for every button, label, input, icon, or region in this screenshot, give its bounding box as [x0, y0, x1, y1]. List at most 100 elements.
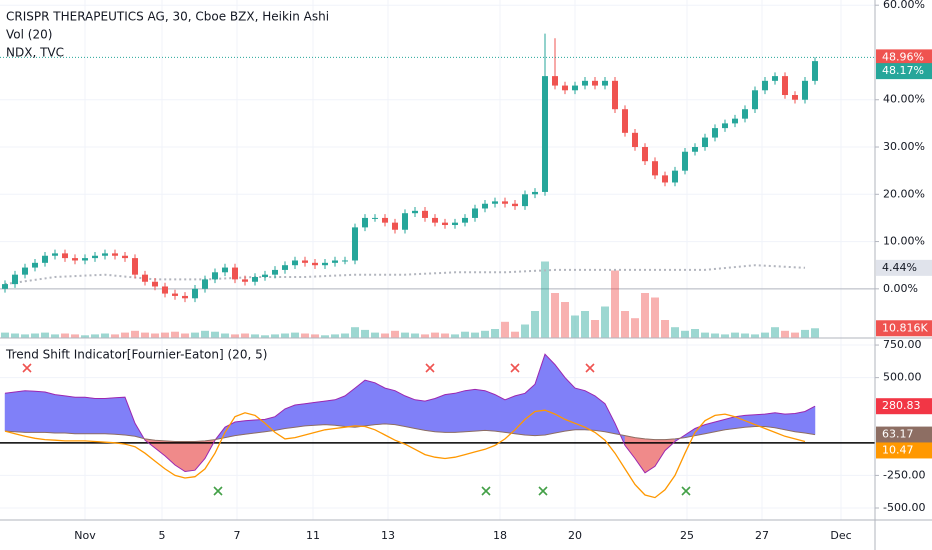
candle-body [482, 203, 488, 209]
volume-bar [811, 328, 819, 338]
volume-bar [191, 332, 199, 338]
x-tick-label: 18 [493, 529, 507, 542]
volume-bar [371, 332, 379, 338]
signal-cross [681, 486, 691, 496]
volume-bar [121, 332, 129, 338]
volume-bar [641, 293, 649, 338]
candle-body [302, 260, 308, 263]
volume-bar [321, 335, 329, 338]
candle-body [572, 85, 578, 91]
volume-bar [61, 333, 69, 338]
candle-body [412, 210, 418, 214]
candle-body [2, 284, 8, 289]
trend-fill [504, 395, 516, 434]
candle-body [312, 262, 318, 266]
trend-fill [14, 390, 26, 433]
volume-bar [221, 333, 229, 338]
volume-bar [231, 334, 239, 338]
trend-fill [464, 389, 476, 432]
candle-body [642, 147, 648, 162]
volume-bar [651, 297, 659, 338]
signal-cross [481, 486, 491, 496]
volume-bar [591, 320, 599, 338]
trend-fill [404, 395, 416, 429]
volume-bar [241, 333, 249, 338]
trend-fill [414, 399, 426, 431]
candle-body [182, 295, 188, 299]
trend-fill [444, 393, 456, 433]
trend-fill [44, 391, 56, 434]
trend-fill [784, 413, 796, 433]
volume-bar [211, 331, 219, 338]
trend-fill [104, 397, 116, 435]
x-tick-label: 5 [159, 529, 166, 542]
candle-body [122, 255, 128, 259]
candle-body [102, 253, 108, 256]
volume-bar [561, 302, 569, 338]
y-tick-label: 20.00% [883, 187, 925, 200]
ndx-line [4, 264, 806, 286]
candle-body [682, 151, 688, 171]
candle-body [622, 109, 628, 133]
candle-body [512, 203, 518, 207]
volume-bar [771, 327, 779, 338]
value-badge [876, 49, 932, 66]
volume-bar [551, 293, 559, 338]
candle-body [752, 90, 758, 110]
volume-bar [261, 335, 269, 338]
value-badge [876, 320, 932, 337]
trend-fill [184, 441, 196, 472]
candle-body [332, 260, 338, 263]
candle-body [392, 222, 398, 230]
trend-fill [324, 399, 336, 426]
candle-body [552, 76, 558, 86]
volume-bar [691, 329, 699, 338]
x-tick-label: Nov [74, 529, 96, 542]
trend-fill [54, 394, 66, 434]
candle-body [252, 277, 258, 282]
candle-body [592, 80, 598, 86]
trend-fill [64, 395, 76, 434]
volume-bar [161, 332, 169, 338]
x-tick-label: 20 [568, 529, 582, 542]
candle-body [472, 208, 478, 218]
trend-fill [314, 400, 326, 426]
candle-body [522, 194, 528, 207]
volume-bar [91, 334, 99, 338]
volume-bar [441, 333, 449, 338]
candle-body [72, 258, 78, 261]
y-tick-label: 750.00 [883, 338, 922, 351]
candle-body [172, 293, 178, 296]
candle-body [282, 265, 288, 270]
volume-bar [51, 334, 59, 338]
candle-body [452, 222, 458, 226]
volume-bar [571, 315, 579, 338]
candle-body [242, 279, 248, 282]
volume-bar [621, 311, 629, 338]
trend-fill [484, 390, 496, 432]
volume-bar [751, 334, 759, 338]
value-badge-label: 63.17 [882, 428, 914, 441]
volume-bar [671, 327, 679, 338]
candle-body [202, 279, 208, 289]
volume-bar [481, 330, 489, 338]
trend-fill [234, 420, 246, 436]
volume-bar [401, 332, 409, 338]
candle-body [792, 95, 798, 100]
candle-body [442, 222, 448, 226]
candle-body [162, 286, 168, 294]
volume-bar [661, 320, 669, 338]
volume-bar [601, 306, 609, 338]
volume-bar [331, 334, 339, 338]
value-badge [876, 442, 932, 459]
candle-body [802, 80, 808, 100]
volume-bar [681, 330, 689, 338]
volume-bar [791, 332, 799, 338]
volume-bar [581, 311, 589, 338]
volume-bar [541, 261, 549, 338]
candle-body [362, 217, 368, 228]
volume-bar [391, 330, 399, 338]
indicator-title: Trend Shift Indicator[Fournier-Eaton] (2… [5, 348, 267, 362]
candle-body [212, 272, 218, 280]
trend-fill [84, 396, 96, 434]
